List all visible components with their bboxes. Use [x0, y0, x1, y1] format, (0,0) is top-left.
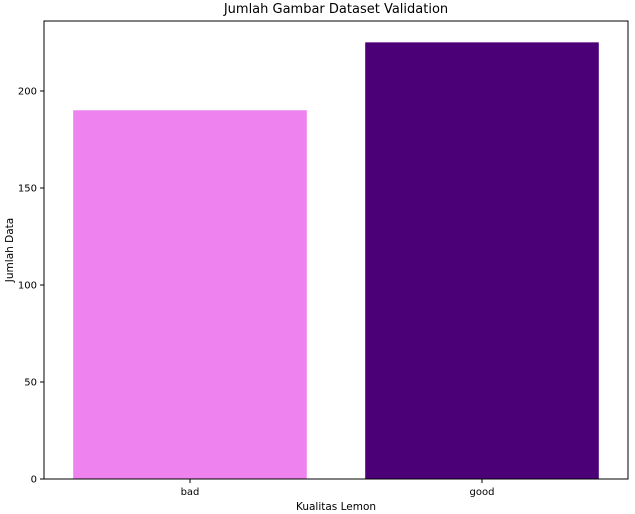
x-axis-label: Kualitas Lemon [296, 501, 376, 513]
x-axis-ticks: bad good [181, 479, 495, 498]
y-tick-label-150: 150 [18, 183, 37, 194]
bar-bad [73, 110, 307, 480]
chart-title: Jumlah Gambar Dataset Validation [223, 2, 448, 17]
plot-frame [43, 20, 629, 480]
y-tick-label-0: 0 [31, 475, 37, 486]
y-axis-ticks: 0 50 100 150 200 [18, 86, 44, 486]
y-tick-label-100: 100 [18, 280, 37, 291]
x-tick-label-bad: bad [181, 487, 200, 498]
y-axis-label: Jumlah Data [4, 218, 16, 283]
y-tick-label-200: 200 [18, 86, 37, 97]
x-tick-label-good: good [470, 487, 495, 498]
bar-good [365, 42, 599, 479]
bars-group [73, 42, 599, 480]
y-tick-label-50: 50 [24, 377, 37, 388]
